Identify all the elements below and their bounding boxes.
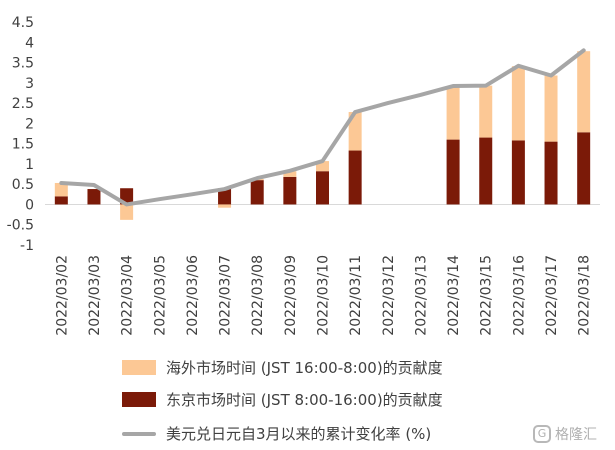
- watermark: G 格隆汇: [533, 424, 597, 444]
- bar-overseas: [218, 204, 232, 208]
- y-axis-ticks: -1 -0.5 0 0.5 1 1.5 2 2.5 3 3.5 4 4.5: [7, 15, 34, 254]
- legend-item-usdjpy: 美元兑日元自3月以来的累计变化率 (%): [122, 423, 431, 444]
- x-tick-label: 2022/03/03: [87, 255, 103, 336]
- legend-item-overseas: 海外市场时间 (JST 16:00-8:00)的贡献度: [122, 357, 443, 378]
- bar-overseas: [446, 86, 460, 140]
- y-tick-label: -0.5: [7, 218, 34, 234]
- bar-tokyo: [218, 188, 232, 205]
- bar-tokyo: [479, 137, 493, 205]
- y-tick-label: 2: [25, 116, 34, 132]
- bars: [54, 51, 591, 220]
- y-tick-label: 3: [25, 76, 34, 92]
- x-tick-label: 2022/03/04: [120, 255, 136, 336]
- bar-overseas: [479, 85, 493, 138]
- bar-tokyo: [54, 196, 68, 205]
- x-tick-label: 2022/03/16: [511, 255, 527, 336]
- x-tick-label: 2022/03/07: [218, 255, 234, 336]
- watermark-text: 格隆汇: [555, 427, 597, 443]
- legend-label-tokyo: 东京市场时间 (JST 8:00-16:00)的贡献度: [166, 391, 443, 409]
- legend-label-overseas: 海外市场时间 (JST 16:00-8:00)的贡献度: [166, 359, 443, 377]
- bar-overseas: [120, 204, 134, 220]
- bar-tokyo: [283, 176, 297, 205]
- y-tick-label: 0.5: [12, 177, 34, 193]
- bar-tokyo: [87, 189, 101, 205]
- y-tick-label: 4.5: [12, 15, 34, 31]
- y-tick-label: -1: [20, 238, 34, 254]
- bar-overseas: [577, 51, 591, 133]
- x-tick-label: 2022/03/06: [185, 255, 201, 336]
- y-tick-label: 3.5: [12, 56, 34, 72]
- legend-swatch-overseas: [122, 360, 156, 375]
- bar-tokyo: [544, 141, 558, 205]
- bar-overseas: [544, 75, 558, 142]
- x-tick-label: 2022/03/05: [152, 255, 168, 336]
- x-tick-label: 2022/03/11: [348, 255, 364, 336]
- bar-tokyo: [250, 180, 264, 205]
- bar-overseas: [54, 182, 68, 197]
- bar-tokyo: [511, 140, 525, 205]
- y-tick-label: 4: [25, 35, 34, 51]
- x-tick-label: 2022/03/08: [250, 255, 266, 336]
- usdjpy-line: [59, 48, 586, 207]
- x-tick-label: 2022/03/15: [479, 255, 495, 336]
- x-tick-label: 2022/03/17: [544, 255, 560, 336]
- x-tick-label: 2022/03/12: [381, 255, 397, 336]
- series-line: [59, 48, 586, 207]
- bar-overseas: [316, 161, 329, 172]
- x-axis-ticks: 2022/03/02 2022/03/03 2022/03/04 2022/03/05…: [54, 255, 592, 336]
- bar-tokyo: [577, 132, 591, 205]
- legend-label-usdjpy: 美元兑日元自3月以来的累计变化率 (%): [166, 425, 432, 443]
- x-tick-label: 2022/03/10: [316, 255, 332, 336]
- watermark-logo-icon: G: [533, 425, 551, 443]
- x-tick-label: 2022/03/18: [577, 255, 593, 336]
- x-tick-label: 2022/03/14: [446, 255, 462, 336]
- y-tick-label: 0: [25, 197, 34, 213]
- bar-tokyo: [316, 171, 329, 205]
- bar-tokyo: [348, 150, 362, 205]
- bar-tokyo: [446, 139, 460, 205]
- legend-item-tokyo: 东京市场时间 (JST 8:00-16:00)的贡献度: [122, 389, 443, 410]
- x-tick-label: 2022/03/02: [54, 255, 70, 336]
- x-tick-label: 2022/03/13: [413, 255, 429, 336]
- bar-overseas: [511, 66, 525, 141]
- y-tick-label: 2.5: [12, 96, 34, 112]
- bar-overseas: [283, 171, 297, 177]
- x-tick-label: 2022/03/09: [283, 255, 299, 336]
- y-tick-label: 1.5: [12, 137, 34, 153]
- y-tick-label: 1: [25, 157, 34, 173]
- legend-swatch-usdjpy: [122, 431, 156, 436]
- bar-overseas: [348, 112, 362, 151]
- legend-swatch-tokyo: [122, 392, 156, 407]
